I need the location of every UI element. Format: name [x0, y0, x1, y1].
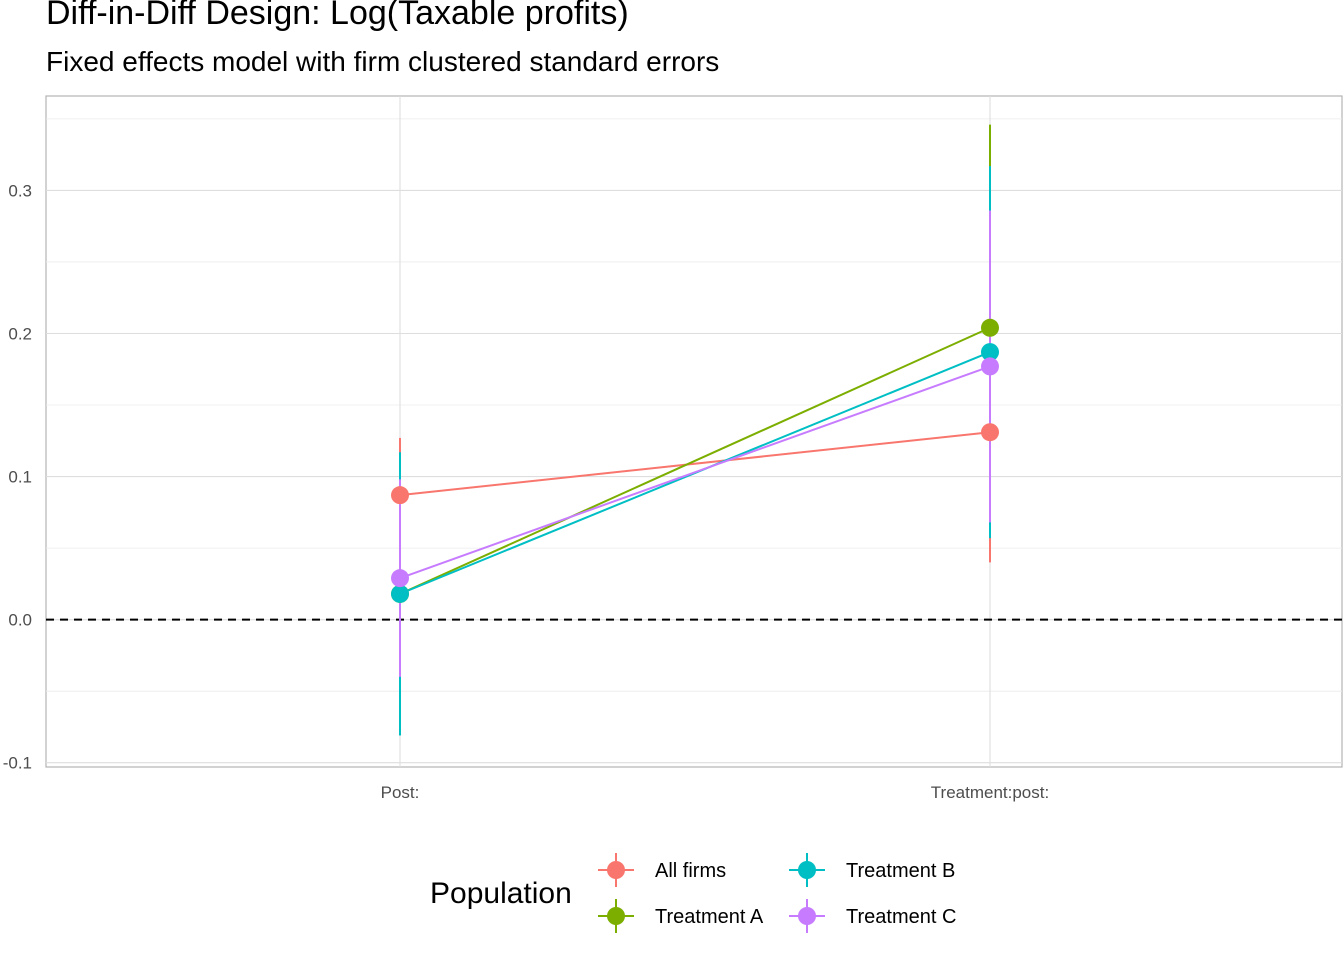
panel-border: [45, 95, 1343, 768]
data-point: [391, 486, 409, 505]
y-tick-label: 0.3: [8, 181, 32, 200]
x-axis-ticks: Post: Treatment:post:: [381, 783, 1050, 802]
legend-label: All firms: [655, 860, 726, 882]
series-line: [399, 326, 991, 595]
x-tick-label: Post:: [381, 783, 420, 802]
data-point: [391, 584, 409, 603]
data-point: [981, 423, 999, 442]
data-point: [981, 357, 999, 376]
y-tick-label: -0.1: [3, 754, 32, 773]
y-axis-ticks: -0.1 0.0 0.1 0.2 0.3: [3, 181, 32, 772]
chart-title: Diff-in-Diff Design: Log(Taxable profits…: [46, 0, 629, 32]
legend-key-point: [798, 907, 816, 925]
legend-item: All firms: [598, 853, 726, 887]
data-point: [981, 343, 999, 362]
series-line: [399, 365, 991, 580]
legend-key-point: [607, 907, 625, 925]
gridlines: [46, 96, 1342, 767]
error-bars: [399, 124, 991, 736]
series-lines: [399, 326, 991, 595]
legend-key-point: [607, 861, 625, 879]
legend-label: Treatment A: [655, 906, 764, 928]
legend-title: Population: [430, 877, 572, 910]
legend-key-point: [798, 861, 816, 879]
chart-subtitle: Fixed effects model with firm clustered …: [46, 46, 720, 77]
y-tick-label: 0.2: [8, 324, 32, 343]
y-tick-label: 0.0: [8, 611, 32, 630]
data-point: [981, 318, 999, 337]
series-line: [399, 431, 991, 497]
data-point: [391, 569, 409, 588]
legend-label: Treatment B: [846, 860, 955, 882]
legend-item: Treatment A: [598, 899, 764, 933]
legend-label: Treatment C: [846, 906, 956, 928]
legend-item: Treatment C: [789, 899, 956, 933]
series-points: [391, 318, 999, 603]
x-tick-label: Treatment:post:: [931, 783, 1049, 802]
legend-item: Treatment B: [789, 853, 955, 887]
legend: Population All firms Treatment A Treatment…: [430, 853, 956, 933]
y-tick-label: 0.1: [8, 468, 32, 487]
